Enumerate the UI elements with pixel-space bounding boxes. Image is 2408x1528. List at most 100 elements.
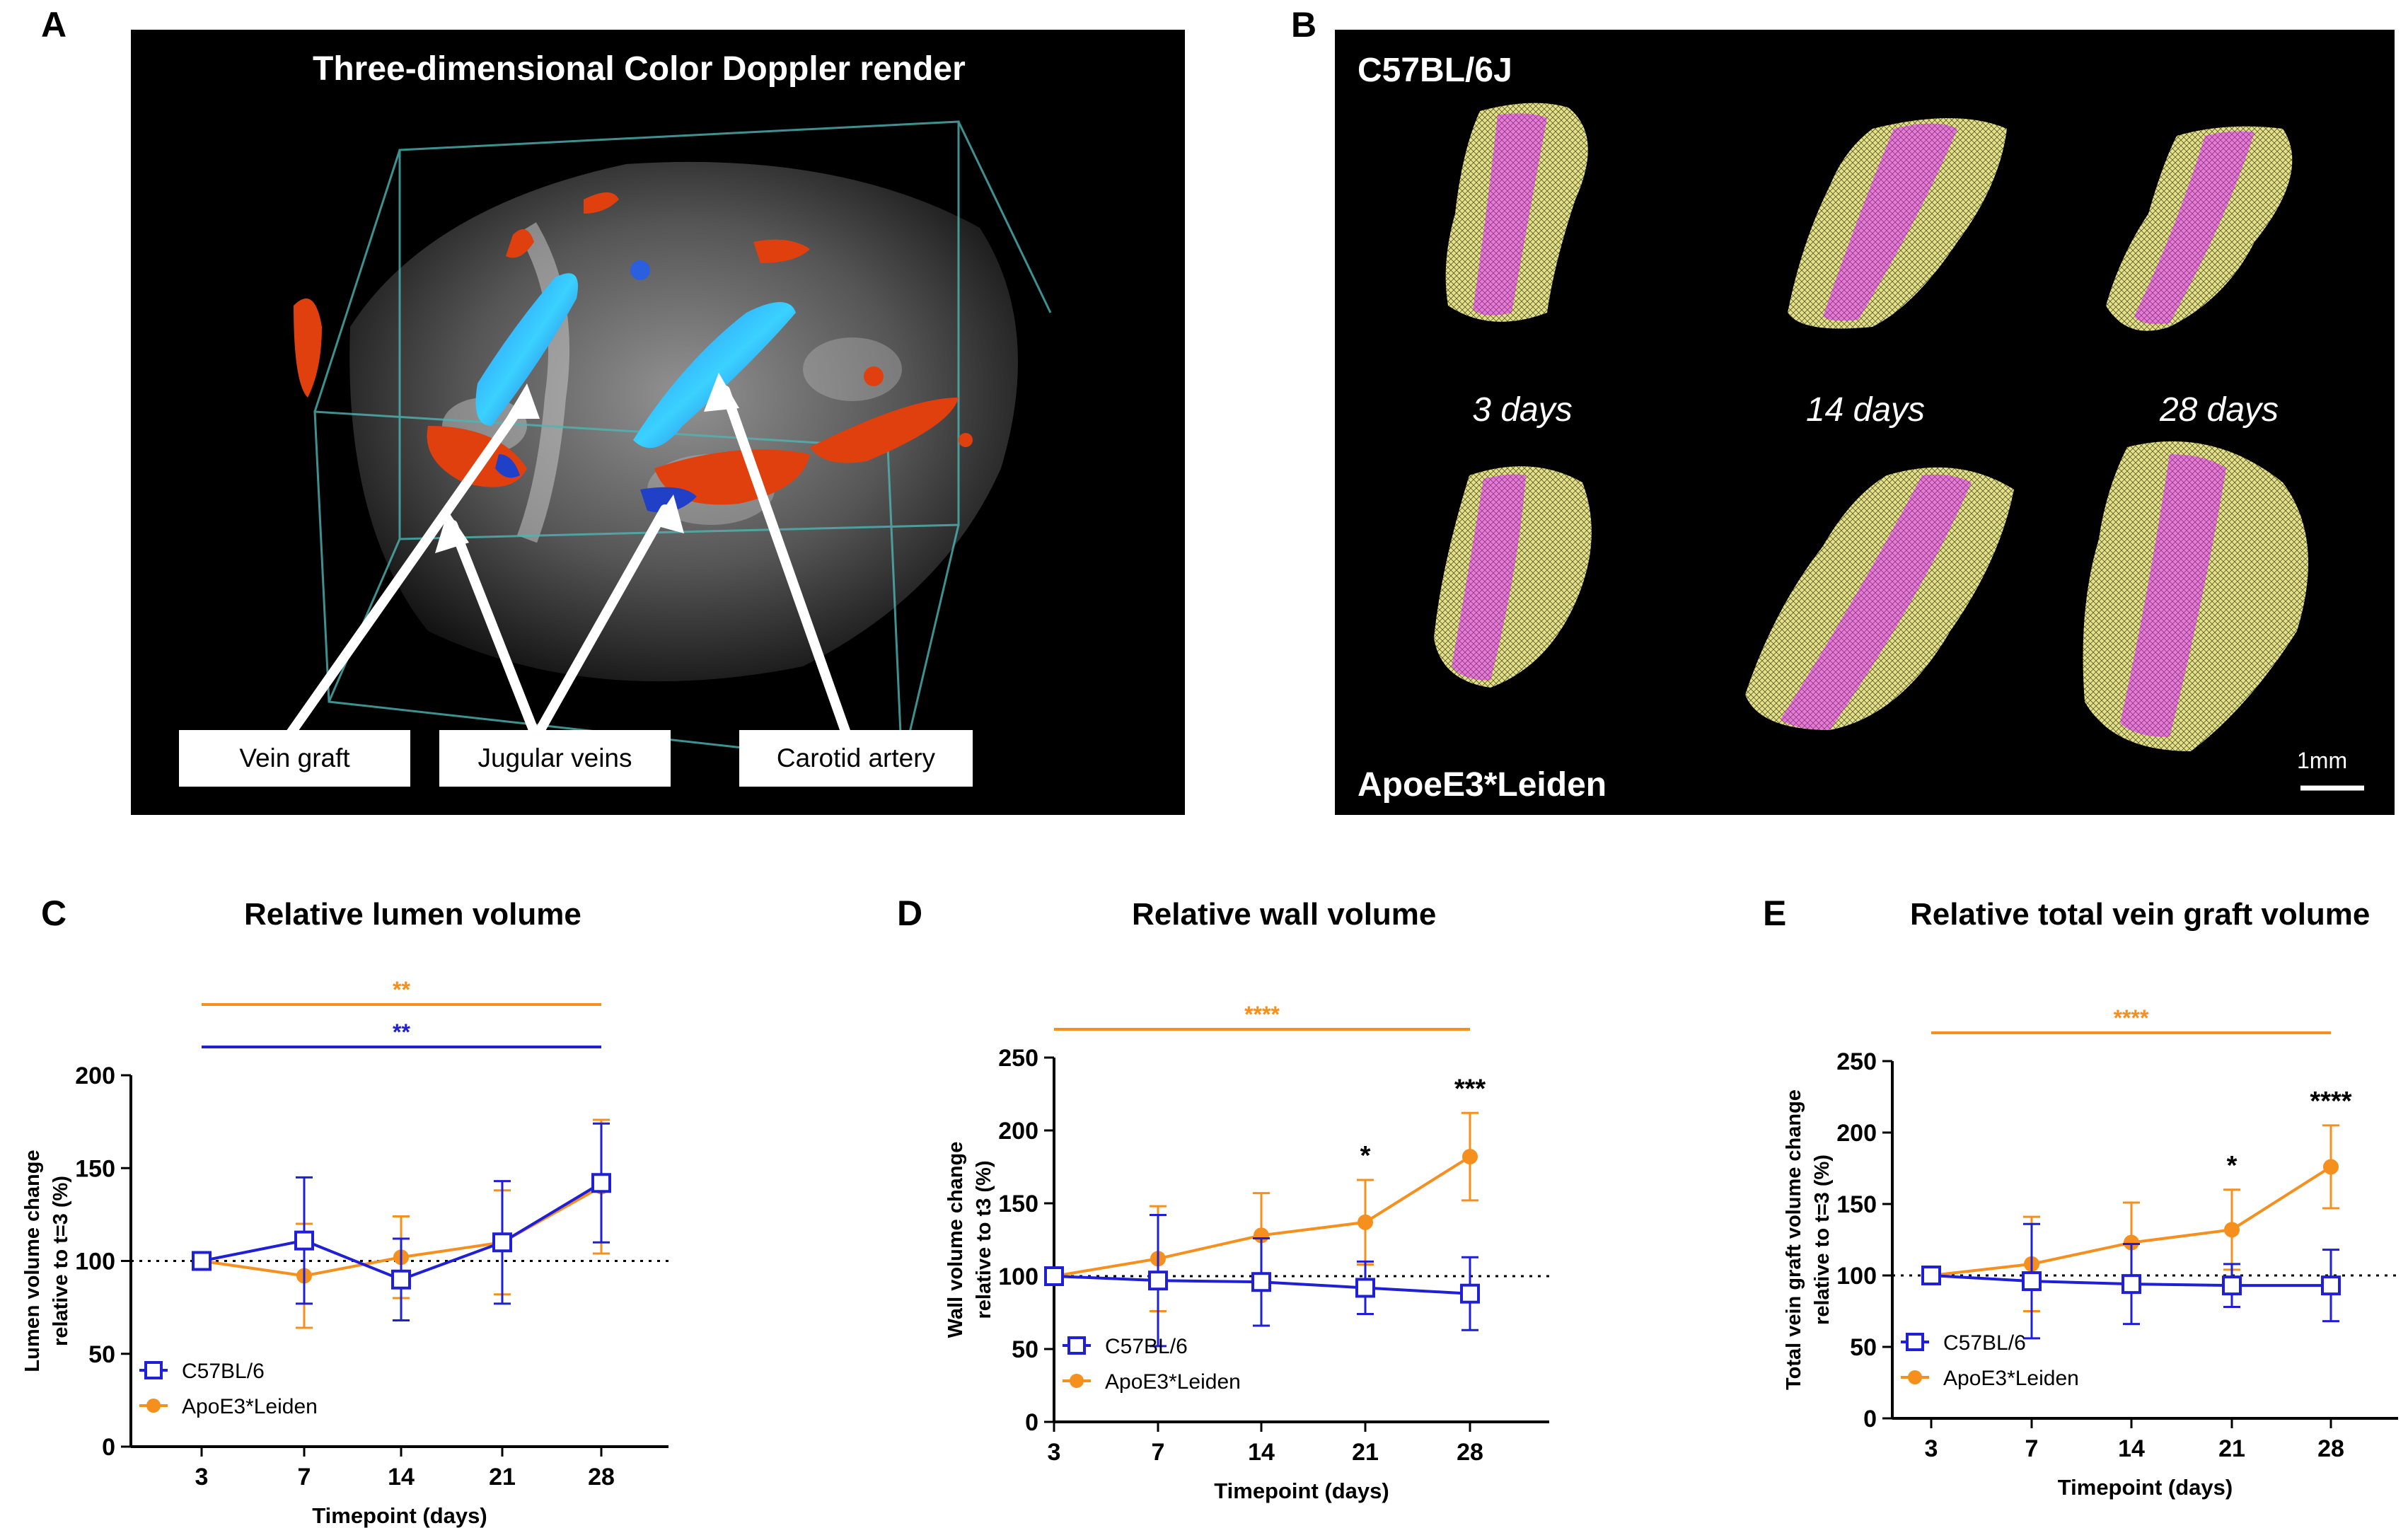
point-annotation: *** bbox=[1454, 1074, 1486, 1104]
y-tick-label: 0 bbox=[102, 1434, 115, 1461]
legend-marker-apoe bbox=[1908, 1370, 1922, 1384]
data-point-c57 bbox=[591, 1173, 611, 1193]
x-tick-label: 3 bbox=[1048, 1439, 1061, 1466]
graft-c57-3d bbox=[1445, 103, 1588, 322]
significance-label: **** bbox=[2114, 1005, 2149, 1031]
data-point-c57 bbox=[192, 1251, 212, 1271]
y-tick-label: 100 bbox=[998, 1263, 1038, 1290]
data-point-apoe bbox=[2224, 1222, 2240, 1238]
y-axis-title: Total vein graft volume change bbox=[1783, 1089, 1805, 1390]
graft-apoe-3d bbox=[1434, 466, 1592, 688]
x-tick-label: 7 bbox=[1152, 1439, 1165, 1466]
data-point-c57 bbox=[391, 1269, 411, 1290]
legend-marker-c57 bbox=[144, 1361, 163, 1379]
panel-label-b: B bbox=[1291, 5, 1317, 45]
panel-label-e: E bbox=[1763, 893, 1787, 933]
data-point-c57 bbox=[1355, 1278, 1375, 1298]
data-point-c57 bbox=[1460, 1283, 1480, 1304]
legend-marker-apoe bbox=[146, 1399, 161, 1413]
graft-apoe-28d bbox=[2083, 441, 2308, 751]
strain-label-apoe: ApoeE3*Leiden bbox=[1358, 766, 1607, 804]
x-tick-label: 28 bbox=[588, 1464, 615, 1491]
data-point-apoe bbox=[2124, 1234, 2139, 1251]
x-tick-label: 3 bbox=[195, 1464, 209, 1491]
data-point-c57 bbox=[1148, 1271, 1168, 1291]
doppler-render-panel: Three-dimensional Color Doppler render V… bbox=[131, 30, 1185, 815]
legend-marker-apoe bbox=[1070, 1374, 1084, 1388]
x-tick-label: 7 bbox=[298, 1464, 311, 1491]
scale-bar-label: 1mm bbox=[2297, 748, 2348, 773]
x-tick-label: 7 bbox=[2025, 1435, 2039, 1462]
data-point-c57 bbox=[492, 1232, 512, 1253]
x-tick-label: 28 bbox=[1457, 1439, 1483, 1466]
strain-label-c57: C57BL/6J bbox=[1358, 52, 1512, 89]
doppler-render-image bbox=[283, 120, 1052, 767]
vein-graft-3d-panel: C57BL/6J 3 days 14 days 28 days ApoeE3*L… bbox=[1335, 30, 2395, 815]
x-tick-label: 3 bbox=[1925, 1435, 1938, 1462]
data-point-c57 bbox=[294, 1230, 314, 1251]
point-annotation: * bbox=[2227, 1151, 2238, 1181]
x-axis-title: Timepoint (days) bbox=[2058, 1475, 2233, 1500]
y-tick-label: 200 bbox=[1836, 1120, 1877, 1147]
chart-d-title: Relative wall volume bbox=[1132, 897, 1437, 932]
data-point-c57 bbox=[2222, 1275, 2242, 1296]
data-point-apoe bbox=[1462, 1149, 1478, 1165]
y-tick-label: 50 bbox=[88, 1341, 115, 1368]
x-tick-label: 28 bbox=[2317, 1435, 2344, 1462]
chart-wall-volume: 0 50 100 150 200 250 3 7 14 21 28 Timepoint (days) W… bbox=[944, 1002, 1549, 1503]
x-tick-label: 21 bbox=[2218, 1435, 2245, 1462]
y-axis-title: relative to t=3 (%) bbox=[50, 1176, 72, 1346]
x-tick-label: 21 bbox=[489, 1464, 516, 1491]
y-tick-label: 150 bbox=[1836, 1191, 1877, 1218]
day-label-3: 3 days bbox=[1472, 391, 1573, 429]
graft-c57-28d bbox=[2106, 126, 2293, 331]
day-label-28: 28 days bbox=[2159, 391, 2279, 429]
vein-graft-renders bbox=[1434, 103, 2364, 791]
y-axis-title: relative to t3 (%) bbox=[973, 1161, 995, 1319]
point-annotation: * bbox=[1360, 1141, 1371, 1171]
data-point-apoe bbox=[2323, 1159, 2339, 1175]
x-tick-label: 21 bbox=[1352, 1439, 1379, 1466]
y-tick-label: 150 bbox=[75, 1155, 115, 1182]
y-tick-label: 100 bbox=[1836, 1263, 1877, 1290]
panel-label-a: A bbox=[41, 5, 67, 45]
panel-label-d: D bbox=[897, 893, 923, 933]
y-tick-label: 0 bbox=[1025, 1409, 1038, 1436]
data-point-c57 bbox=[2122, 1274, 2141, 1295]
day-label-14: 14 days bbox=[1805, 391, 1926, 429]
legend-label-apoe: ApoE3*Leiden bbox=[1943, 1367, 2079, 1390]
x-tick-label: 14 bbox=[388, 1464, 415, 1491]
x-axis-title: Timepoint (days) bbox=[1214, 1478, 1389, 1503]
legend-marker-c57 bbox=[1906, 1333, 1924, 1351]
chart-total-volume: 0 50 100 150 200 250 3 7 14 21 28 Timepoint (days) T… bbox=[1783, 1005, 2398, 1500]
callout-jugular-veins: Jugular veins bbox=[439, 730, 671, 787]
chart-e-title: Relative total vein graft volume bbox=[1910, 897, 2371, 932]
y-tick-label: 250 bbox=[998, 1045, 1038, 1072]
legend-label-c57: C57BL/6 bbox=[1943, 1331, 2026, 1355]
y-tick-label: 50 bbox=[1850, 1334, 1877, 1361]
y-tick-label: 200 bbox=[75, 1063, 115, 1089]
y-axis-title: Wall volume change bbox=[944, 1142, 967, 1338]
point-annotation: **** bbox=[2310, 1087, 2351, 1116]
data-point-c57 bbox=[1921, 1266, 1941, 1285]
x-tick-label: 14 bbox=[2118, 1435, 2145, 1462]
y-tick-label: 50 bbox=[1012, 1336, 1038, 1363]
graft-apoe-14d bbox=[1745, 467, 2014, 730]
panel-a-title: Three-dimensional Color Doppler render bbox=[313, 50, 966, 88]
legend-marker-c57 bbox=[1067, 1336, 1086, 1355]
chart-c-title: Relative lumen volume bbox=[244, 897, 581, 932]
legend-label-c57: C57BL/6 bbox=[182, 1360, 265, 1383]
x-axis-title: Timepoint (days) bbox=[312, 1503, 487, 1528]
y-tick-label: 0 bbox=[1863, 1406, 1877, 1432]
callout-vein-graft: Vein graft bbox=[179, 730, 410, 787]
y-tick-label: 150 bbox=[998, 1191, 1038, 1217]
chart-lumen-volume: 0 50 100 150 200 3 7 14 21 28 Timepoint (days) Lume… bbox=[21, 977, 668, 1528]
data-point-c57 bbox=[1251, 1272, 1271, 1292]
data-point-c57 bbox=[2321, 1275, 2341, 1296]
panel-label-c: C bbox=[41, 893, 67, 933]
x-tick-label: 14 bbox=[1248, 1439, 1275, 1466]
significance-label: ** bbox=[393, 1019, 410, 1045]
significance-label: ** bbox=[393, 977, 410, 1002]
y-tick-label: 200 bbox=[998, 1118, 1038, 1145]
data-point-c57 bbox=[2022, 1271, 2042, 1292]
